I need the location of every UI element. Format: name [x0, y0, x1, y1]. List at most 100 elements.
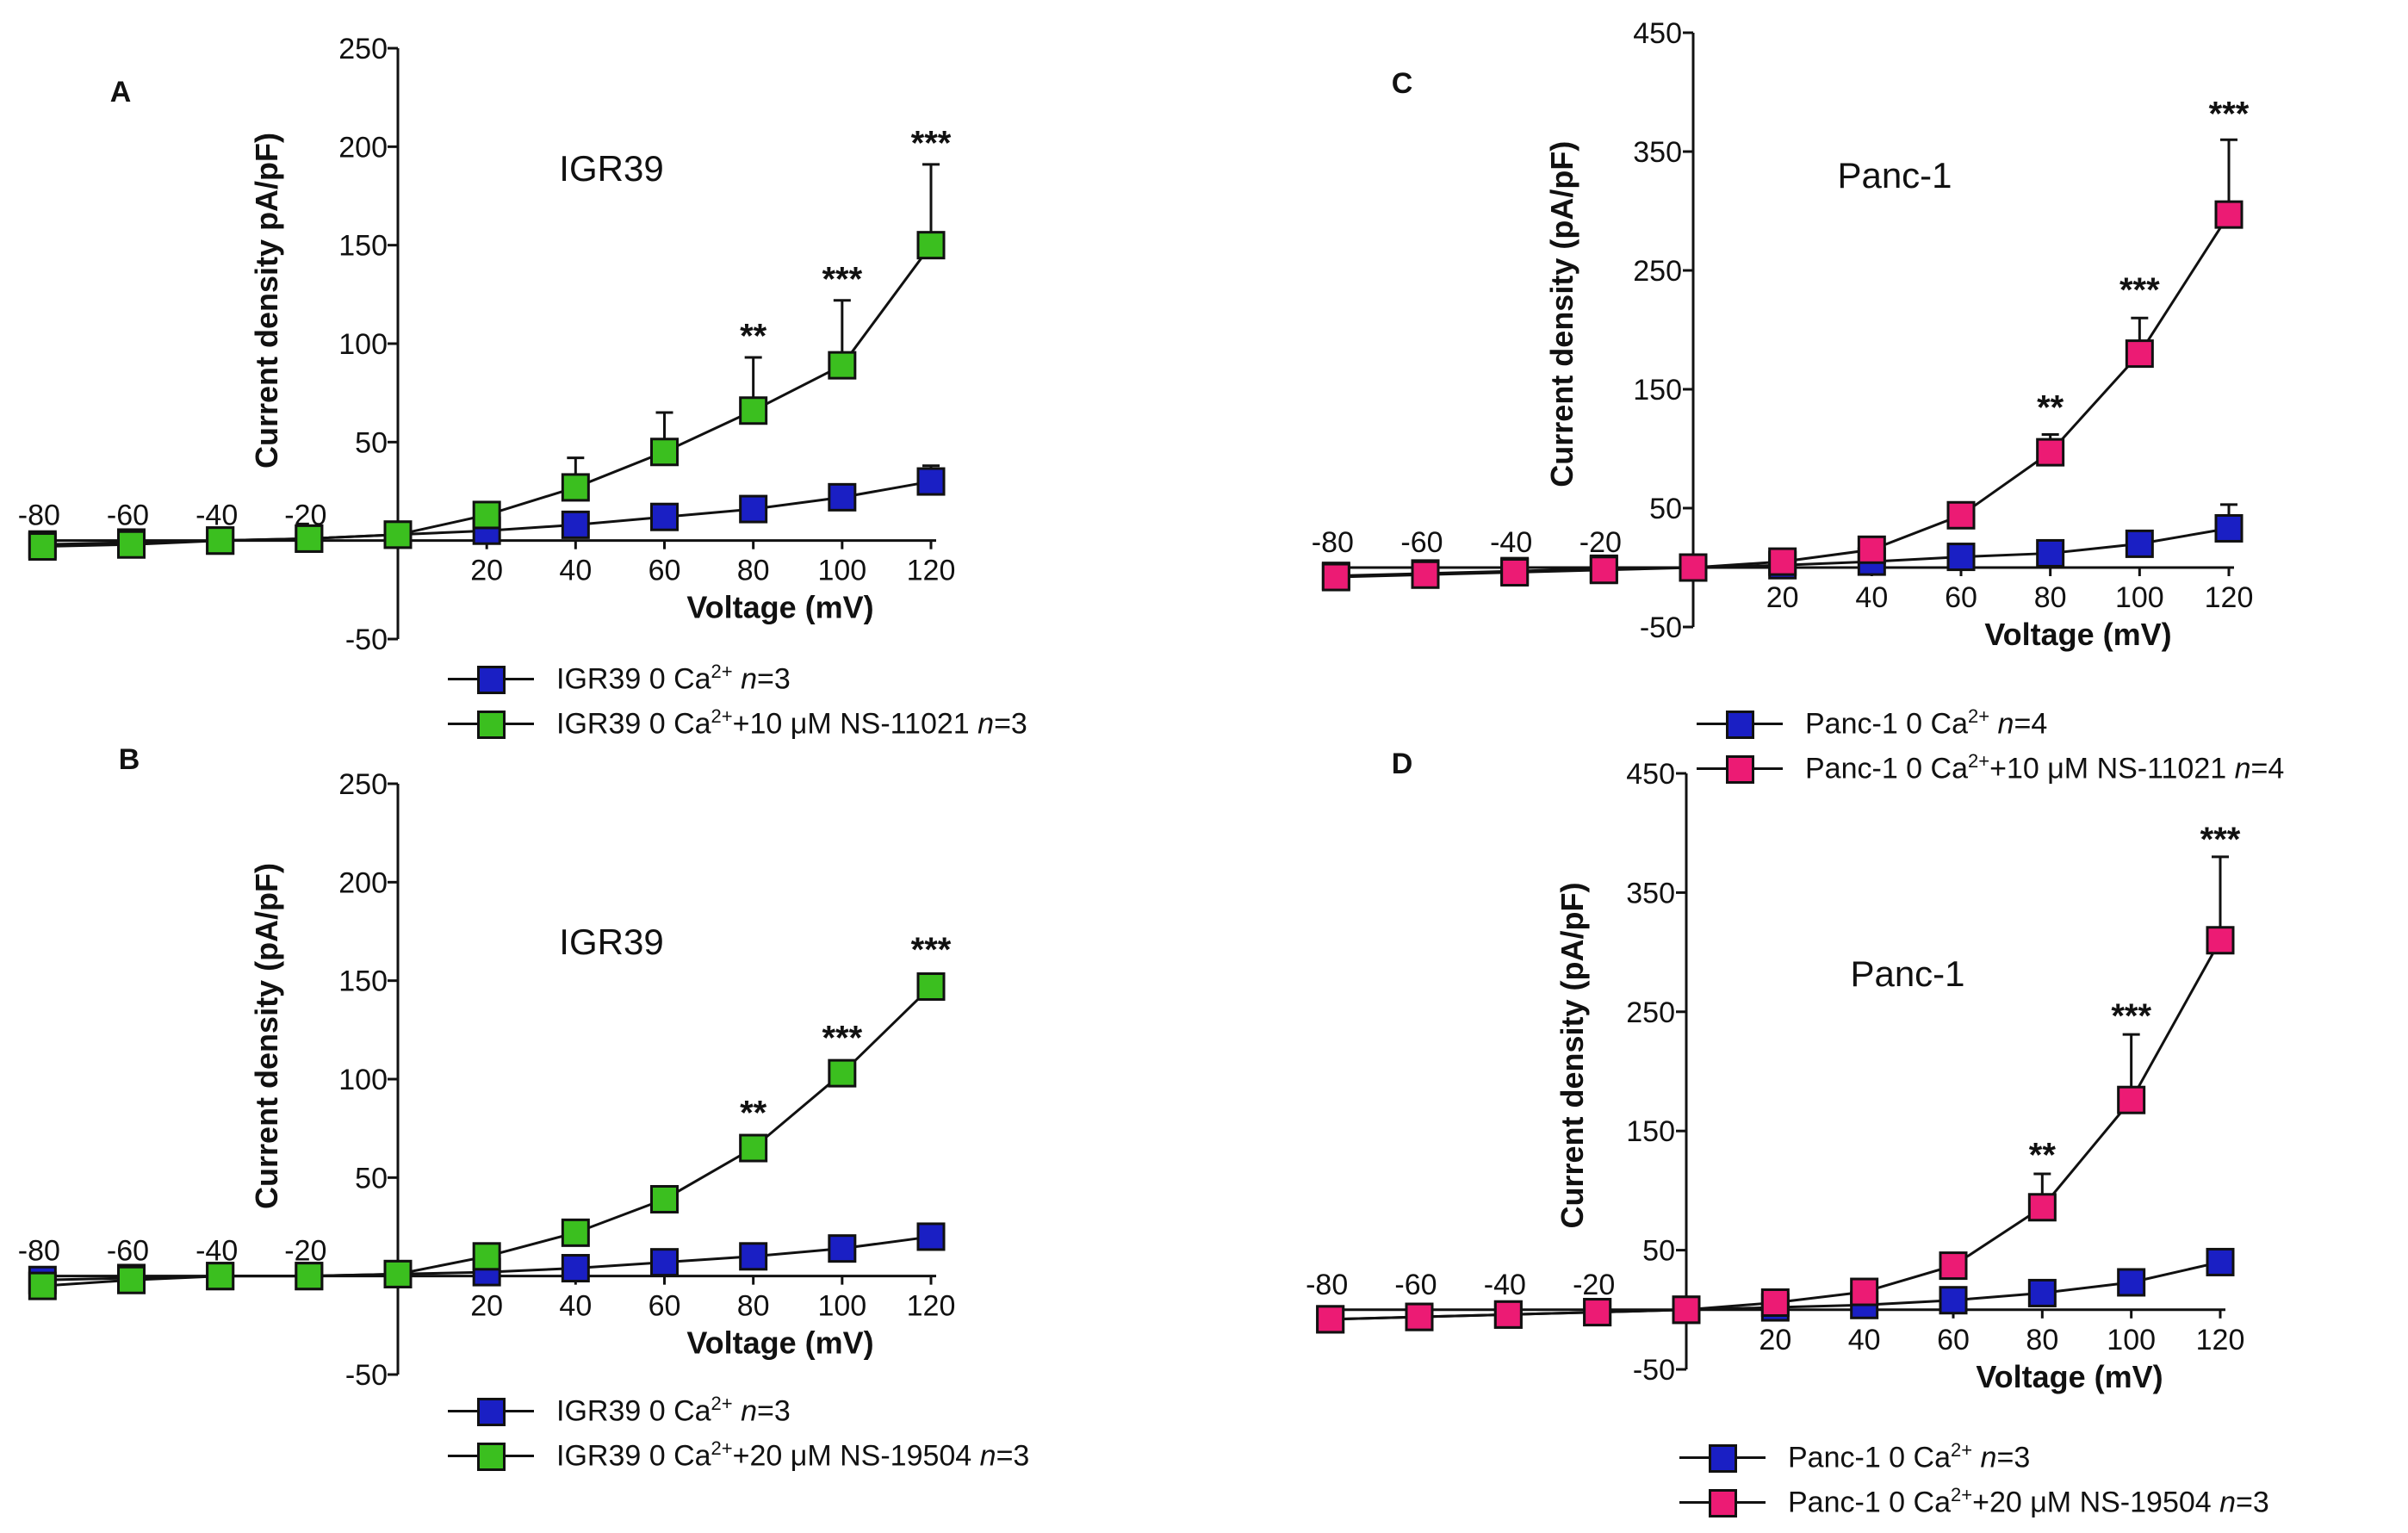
chart-title: Panc-1 — [1850, 953, 1964, 994]
legend-label: Panc-1 0 Ca2++10 μM NS-11021 n=4 — [1805, 750, 2285, 785]
data-point — [916, 972, 946, 1002]
x-tick-label: -80 — [18, 1235, 60, 1268]
data-point — [2036, 538, 2065, 568]
x-tick-label: -40 — [1490, 526, 1532, 559]
y-tick-label: -50 — [345, 1359, 388, 1392]
y-tick-label: 250 — [338, 768, 388, 801]
y-axis-title: Current density (pA/pF) — [249, 863, 284, 1209]
y-tick-label: 150 — [338, 230, 388, 263]
data-point — [828, 482, 857, 512]
data-point — [1946, 500, 1976, 530]
legend-symbol — [448, 661, 534, 696]
legend-label: Panc-1 0 Ca2++20 μM NS-19504 n=3 — [1788, 1484, 2269, 1519]
x-tick-label: -40 — [1484, 1269, 1526, 1301]
x-tick-label: -20 — [1579, 526, 1622, 559]
y-tick-label: 350 — [1626, 877, 1675, 909]
y-tick-label: 350 — [1633, 136, 1682, 169]
x-tick-label: 100 — [2115, 581, 2164, 614]
panel-label: A — [110, 76, 132, 109]
data-point — [1589, 555, 1618, 585]
data-point — [1672, 1295, 1701, 1325]
data-point — [2206, 926, 2235, 955]
y-tick-label: 150 — [1626, 1115, 1675, 1148]
y-tick-label: 200 — [338, 866, 388, 899]
x-tick-label: 80 — [737, 555, 770, 587]
data-point — [28, 1271, 57, 1300]
x-axis-title: Voltage (mV) — [686, 1325, 873, 1361]
x-tick-label: -80 — [1306, 1269, 1348, 1301]
x-tick-label: 120 — [907, 1290, 956, 1323]
data-point — [2117, 1268, 2146, 1297]
data-point — [2125, 529, 2154, 558]
x-tick-label: 60 — [1945, 581, 1977, 614]
legend-a: IGR39 0 Ca2+ n=3 IGR39 0 Ca2++10 μM NS-11… — [448, 656, 1027, 746]
x-tick-label: 100 — [817, 555, 866, 587]
data-point — [561, 473, 590, 502]
y-tick-label: 100 — [338, 328, 388, 361]
legend-item: Panc-1 0 Ca2+ n=4 — [1697, 701, 2284, 746]
y-tick-label: 50 — [1642, 1235, 1675, 1268]
x-tick-label: 60 — [649, 1290, 681, 1323]
data-point — [206, 1262, 235, 1291]
significance-marker: *** — [911, 124, 952, 162]
data-point — [1768, 547, 1797, 576]
x-tick-label: 40 — [559, 1290, 592, 1323]
legend-symbol — [448, 1393, 534, 1428]
legend-label: IGR39 0 Ca2++10 μM NS-11021 n=3 — [556, 705, 1027, 741]
legend-b: IGR39 0 Ca2+ n=3 IGR39 0 Ca2++20 μM NS-19… — [448, 1388, 1029, 1478]
data-point — [739, 1133, 768, 1163]
data-point — [383, 520, 413, 549]
legend-item: IGR39 0 Ca2+ n=3 — [448, 1388, 1029, 1433]
data-point — [739, 494, 768, 524]
data-point — [1321, 562, 1350, 592]
data-point — [472, 500, 501, 530]
significance-marker: *** — [822, 260, 862, 298]
legend-item: IGR39 0 Ca2++10 μM NS-11021 n=3 — [448, 701, 1027, 746]
significance-marker: ** — [2029, 1137, 2057, 1175]
data-point — [383, 1259, 413, 1288]
data-point — [650, 438, 679, 467]
x-tick-label: 20 — [470, 555, 503, 587]
chart-title: IGR39 — [559, 148, 663, 189]
data-point — [117, 530, 146, 559]
x-tick-label: 20 — [470, 1290, 503, 1323]
data-point — [1405, 1302, 1434, 1331]
y-tick-label: 100 — [338, 1064, 388, 1096]
data-point — [2027, 1193, 2057, 1222]
significance-marker: ** — [2037, 389, 2064, 427]
x-axis-title: Voltage (mV) — [1976, 1359, 2163, 1394]
y-tick-label: 200 — [338, 131, 388, 164]
y-tick-label: -50 — [1633, 1354, 1675, 1387]
x-tick-label: 40 — [1848, 1324, 1881, 1356]
data-point — [828, 1058, 857, 1088]
x-tick-label: -80 — [1312, 526, 1354, 559]
significance-marker: *** — [2111, 997, 2151, 1035]
y-tick-label: 50 — [355, 426, 388, 459]
x-tick-label: 60 — [649, 555, 681, 587]
legend-symbol — [1697, 706, 1783, 741]
legend-item: Panc-1 0 Ca2++10 μM NS-11021 n=4 — [1697, 746, 2284, 791]
panel-label: C — [1392, 67, 1413, 100]
significance-marker: *** — [911, 931, 952, 969]
x-tick-label: 40 — [559, 555, 592, 587]
data-point — [1760, 1288, 1790, 1317]
chart-panel-c: 450 350 250 150 50 -50 -80 -60 -40 -20 20 40 60 80 100… — [1312, 17, 2254, 652]
significance-marker: *** — [2119, 271, 2160, 309]
data-point — [1946, 543, 1976, 572]
data-point — [828, 1234, 857, 1263]
data-point — [1939, 1251, 1968, 1281]
x-tick-label: -20 — [1573, 1269, 1615, 1301]
legend-label: IGR39 0 Ca2++20 μM NS-19504 n=3 — [556, 1437, 1030, 1473]
y-tick-label: 450 — [1633, 17, 1682, 50]
x-tick-label: -80 — [18, 500, 60, 532]
data-point — [739, 396, 768, 425]
legend-label: Panc-1 0 Ca2+ n=3 — [1788, 1439, 2031, 1474]
data-point — [472, 1242, 501, 1271]
legend-d: Panc-1 0 Ca2+ n=3 Panc-1 0 Ca2++20 μM NS-… — [1679, 1435, 2269, 1524]
data-point — [1316, 1305, 1345, 1334]
x-tick-label: 100 — [817, 1290, 866, 1323]
legend-symbol — [1697, 751, 1783, 785]
y-tick-label: 250 — [338, 33, 388, 65]
